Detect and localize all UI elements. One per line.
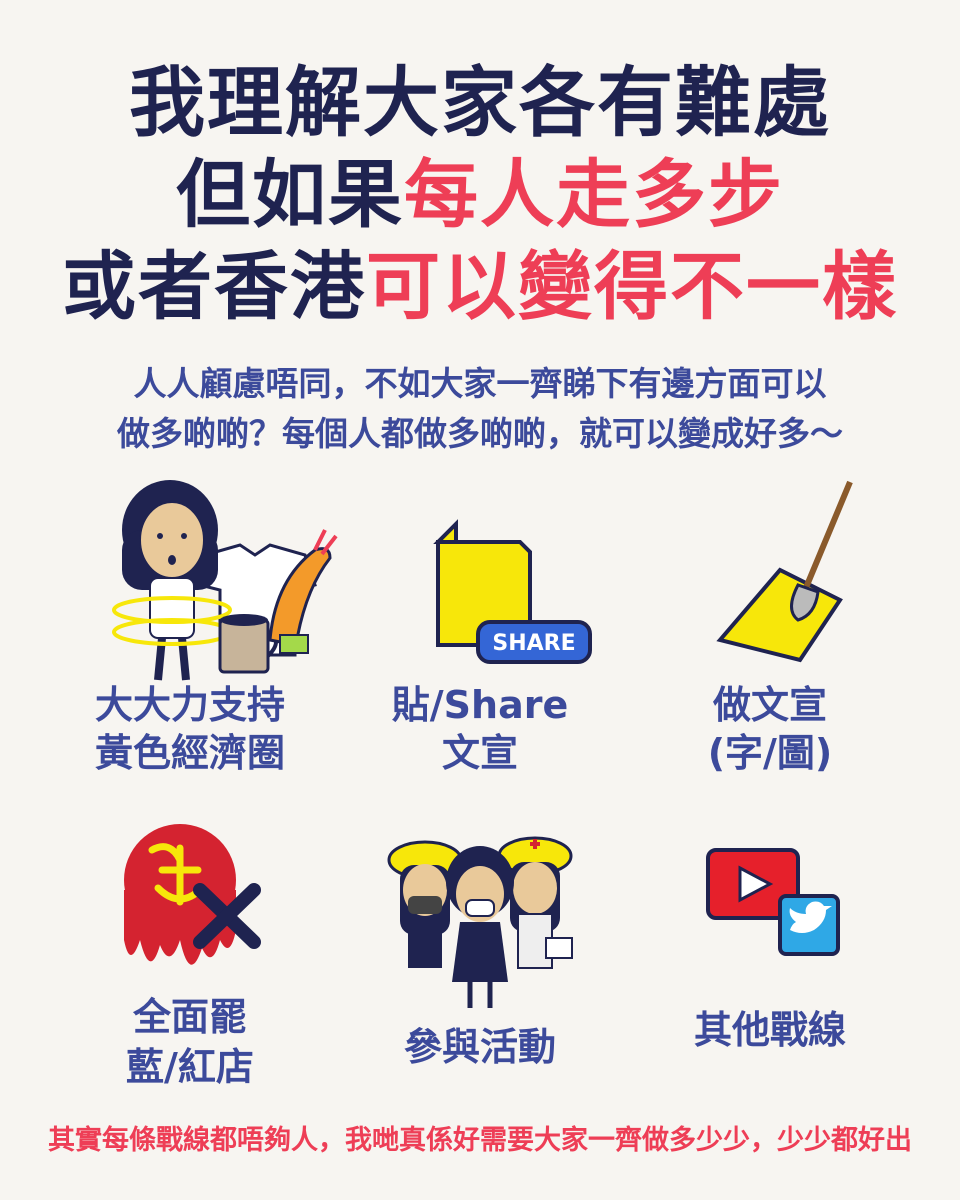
boycott-red-shop-icon — [124, 824, 261, 965]
headline-line-2: 但如果每人走多步 — [0, 150, 960, 240]
action-boycott-shops: 全面罷 藍/紅店 — [40, 810, 340, 1150]
action-label: 其他戰線 — [693, 1008, 846, 1052]
headline-line-1-text: 我理解大家各有難處 — [129, 58, 831, 147]
action-label-line-2: (字/圖) — [707, 731, 833, 775]
headline-line-2-highlight: 每人走多步 — [404, 152, 784, 238]
action-label-line-2: 黃色經濟圈 — [94, 731, 285, 775]
action-label: 參與活動 — [403, 1025, 556, 1069]
action-make-propaganda: 做文宣 (字/圖) — [620, 470, 920, 810]
action-support-yellow-economy: 大大力支持 黃色經濟圈 — [40, 470, 340, 810]
action-join-activities: 參與活動 — [330, 810, 630, 1150]
action-label-line-2: 藍/紅店 — [126, 1045, 254, 1089]
share-badge-text: SHARE — [492, 631, 575, 656]
headline-line-1: 我理解大家各有難處 — [0, 58, 960, 148]
headline-line-3-highlight: 可以變得不一樣 — [366, 244, 898, 330]
headline-line-2-prefix: 但如果 — [176, 152, 404, 238]
action-label-line-1: 全面罷 — [132, 995, 247, 1039]
action-label-line-2: 文宣 — [441, 731, 518, 775]
action-label-line-1: 大大力支持 — [94, 683, 285, 727]
intro-line-2: 做多啲啲？每個人都做多啲啲，就可以變成好多～ — [117, 414, 843, 453]
action-label-line-1: 做文宣 — [712, 683, 827, 727]
headline-line-3-prefix: 或者香港 — [62, 244, 366, 330]
footer-note: 其實每條戰線都唔夠人，我哋真係好需要大家一齊做多少少，少少都好出 — [48, 1125, 912, 1156]
yellow-economy-icon — [112, 480, 338, 681]
action-label-line-1: 貼/Share — [391, 683, 569, 727]
action-share-propaganda: SHARE 貼/Share 文宣 — [330, 470, 630, 810]
youtube-twitter-icon — [706, 848, 840, 956]
intro-line-1: 人人顧慮唔同，不如大家一齊睇下有邊方面可以 — [133, 364, 827, 403]
action-other-fronts: 其他戰線 — [620, 810, 920, 1150]
paintbrush-paper-icon — [716, 480, 853, 663]
headline-line-3: 或者香港可以變得不一樣 — [0, 242, 960, 332]
share-document-icon: SHARE — [433, 519, 592, 664]
protest-volunteers-icon — [387, 836, 573, 1008]
